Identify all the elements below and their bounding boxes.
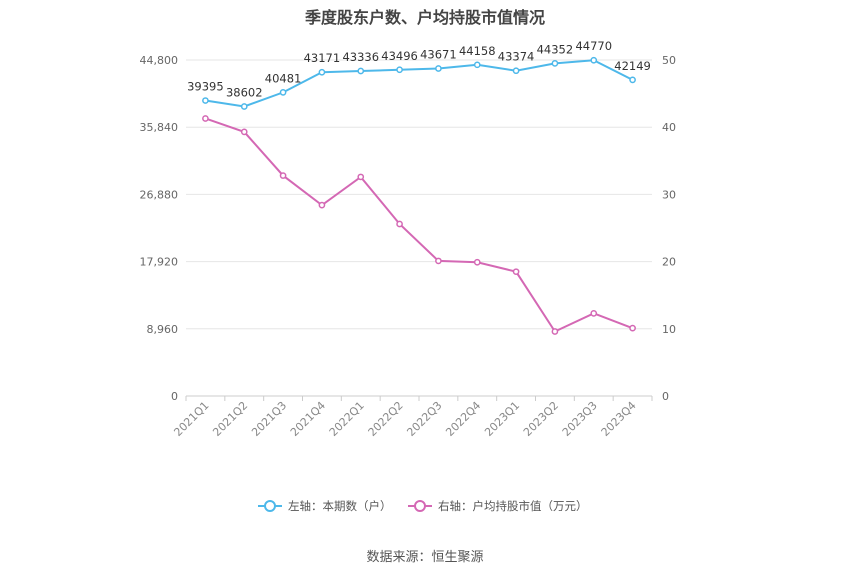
x-axis-tick-label: 2021Q3	[249, 399, 289, 439]
left-axis-tick-label: 17,920	[140, 256, 179, 269]
right-axis-tick-label: 10	[662, 323, 676, 336]
right-axis-tick-label: 0	[662, 390, 669, 403]
data-label: 44158	[459, 44, 496, 58]
right-axis-tick-label: 20	[662, 256, 676, 269]
x-axis-tick-label: 2021Q4	[288, 399, 328, 439]
data-label: 43171	[304, 51, 341, 65]
data-label: 40481	[265, 71, 302, 85]
legend-marker-1	[264, 500, 276, 512]
x-axis-tick-label: 2021Q2	[210, 399, 250, 439]
left-axis-tick-label: 0	[171, 390, 178, 403]
series-1-point	[629, 76, 636, 84]
data-source: 数据来源：恒生聚源	[366, 550, 484, 565]
right-axis-tick-label: 50	[662, 54, 676, 67]
left-axis-tick-label: 44,800	[140, 54, 179, 67]
data-label: 43671	[420, 47, 457, 61]
legend-marker-2	[414, 500, 426, 512]
series-1-point	[202, 97, 209, 104]
right-axis-tick-label: 30	[662, 188, 676, 201]
left-axis-tick-label: 8,960	[147, 323, 179, 336]
series-1-point	[590, 56, 598, 64]
series-2-point	[202, 115, 209, 122]
series-2-point	[318, 201, 326, 209]
data-label: 43496	[381, 49, 418, 63]
x-axis-tick-label: 2023Q1	[482, 399, 522, 439]
series-2-point	[435, 257, 442, 265]
legend-label-2: 右轴：户均持股市值（万元）	[438, 499, 588, 513]
right-axis-tick-label: 40	[662, 121, 676, 134]
series-1-point	[473, 61, 481, 69]
left-axis-tick-label: 26,880	[140, 188, 179, 201]
series-2-point	[590, 309, 598, 317]
data-label: 43336	[342, 50, 379, 64]
series-2-point	[357, 173, 365, 181]
series-2-point	[551, 328, 559, 335]
x-axis-tick-label: 2022Q3	[404, 399, 444, 439]
data-label: 39395	[187, 80, 224, 94]
series-1-point	[396, 66, 403, 74]
x-axis-tick-label: 2022Q1	[327, 399, 367, 439]
series-2-point	[279, 172, 287, 179]
series-1-point	[240, 103, 248, 110]
x-axis-tick-label: 2021Q1	[171, 399, 211, 439]
legend-label-1: 左轴：本期数（户）	[288, 499, 392, 513]
data-label: 38602	[226, 85, 263, 99]
data-label: 42149	[614, 59, 651, 73]
series-1-point	[551, 60, 559, 67]
data-label: 44352	[537, 42, 574, 56]
x-axis-tick-label: 2023Q3	[560, 399, 600, 439]
series-1-point	[279, 89, 287, 96]
series-2-point	[396, 220, 403, 228]
series-2-point	[473, 258, 481, 266]
left-axis-tick-label: 35,840	[140, 121, 179, 134]
series-line-1	[205, 59, 634, 108]
x-axis-tick-label: 2022Q4	[443, 399, 483, 439]
series-1-point	[512, 67, 520, 75]
x-axis-tick-label: 2022Q2	[366, 399, 406, 439]
x-axis-tick-label: 2023Q4	[599, 399, 639, 439]
series-2-point	[240, 128, 248, 136]
data-label: 43374	[498, 50, 535, 64]
series-1-point	[357, 67, 365, 75]
series-line-2	[205, 117, 633, 333]
chart-title: 季度股东户数、户均持股市值情况	[304, 8, 545, 27]
x-axis-tick-label: 2023Q2	[521, 399, 561, 439]
data-label: 44770	[575, 39, 612, 53]
series-1-point	[318, 68, 326, 76]
series-2-point	[512, 268, 520, 276]
series-2-point	[629, 324, 636, 332]
series-1-point	[435, 65, 442, 72]
